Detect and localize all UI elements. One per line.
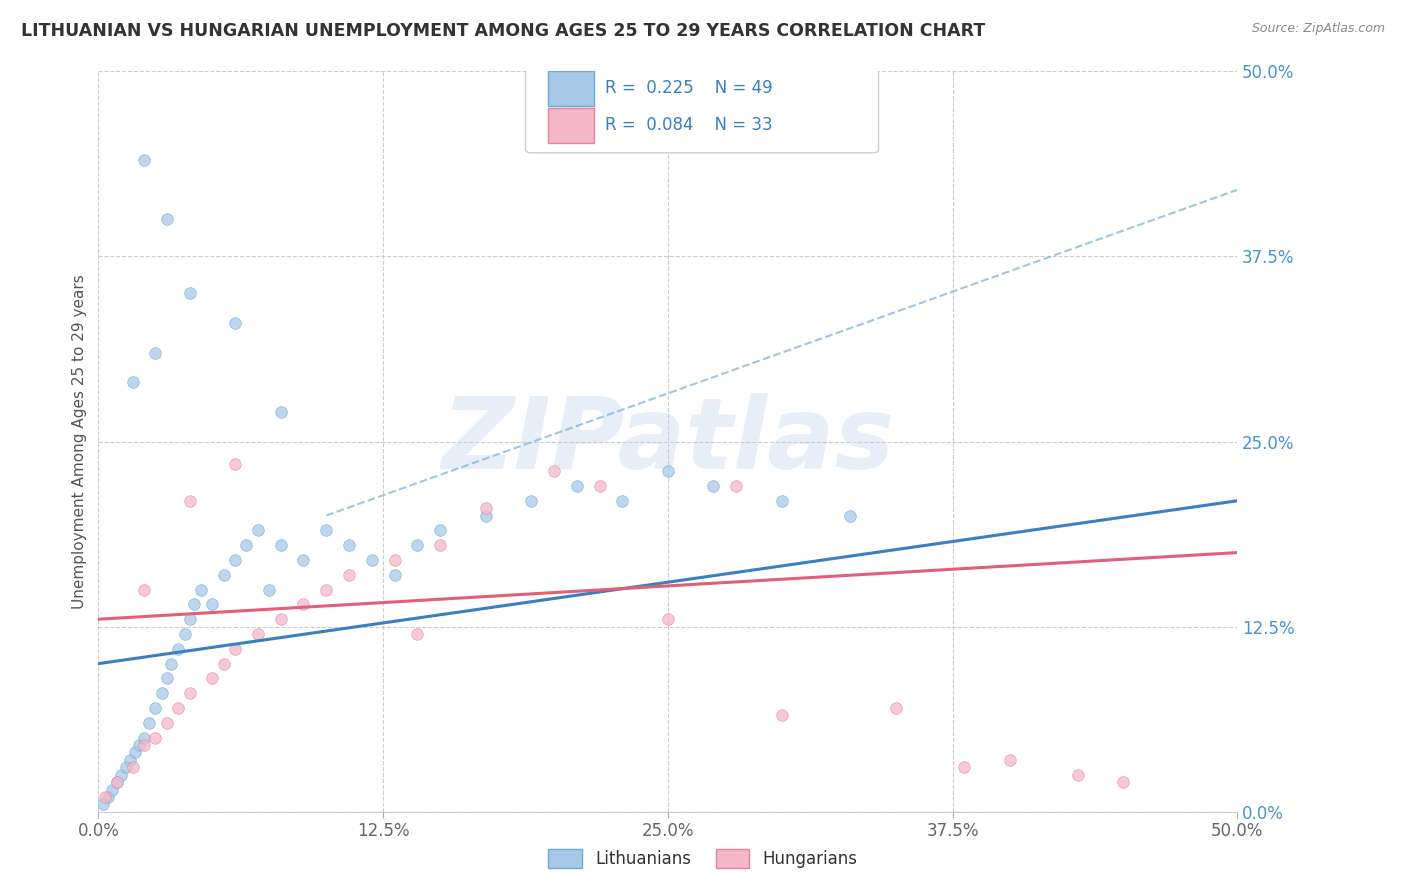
Point [212, 657, 235, 671]
Point [953, 760, 976, 774]
Point [406, 538, 429, 552]
Point [201, 672, 224, 686]
Text: R =  0.084    N = 33: R = 0.084 N = 33 [605, 117, 773, 135]
Point [246, 524, 269, 538]
Y-axis label: Unemployment Among Ages 25 to 29 years: Unemployment Among Ages 25 to 29 years [72, 274, 87, 609]
Point [174, 627, 197, 641]
Point [145, 731, 167, 745]
Point [224, 641, 246, 656]
Point [105, 775, 128, 789]
Point [132, 731, 155, 745]
Point [270, 612, 292, 626]
Point [360, 553, 382, 567]
Point [657, 612, 679, 626]
Point [429, 524, 451, 538]
Point [770, 708, 793, 723]
Point [145, 701, 167, 715]
Point [770, 493, 793, 508]
Point [101, 782, 124, 797]
Point [132, 582, 155, 597]
Point [114, 760, 136, 774]
Point [270, 538, 292, 552]
Point [224, 553, 246, 567]
Point [179, 612, 201, 626]
Point [657, 464, 679, 478]
Point [839, 508, 862, 523]
Point [167, 641, 190, 656]
Point [110, 767, 132, 781]
Point [884, 701, 907, 715]
Point [201, 598, 224, 612]
Legend: Lithuanians, Hungarians: Lithuanians, Hungarians [541, 842, 865, 875]
Point [270, 405, 292, 419]
Point [132, 738, 155, 752]
Point [315, 582, 337, 597]
Point [612, 493, 634, 508]
Text: ZIPatlas: ZIPatlas [441, 393, 894, 490]
Point [145, 345, 167, 359]
Point [292, 553, 315, 567]
Point [235, 538, 257, 552]
Point [474, 501, 496, 516]
Point [138, 715, 160, 730]
Point [179, 286, 201, 301]
Point [132, 153, 155, 168]
Point [337, 538, 360, 552]
Text: R =  0.225    N = 49: R = 0.225 N = 49 [605, 79, 773, 97]
Point [190, 582, 212, 597]
Point [128, 738, 150, 752]
Point [120, 753, 142, 767]
Point [259, 582, 281, 597]
Text: Source: ZipAtlas.com: Source: ZipAtlas.com [1251, 22, 1385, 36]
Point [1112, 775, 1135, 789]
Point [384, 567, 406, 582]
Point [160, 657, 183, 671]
Point [212, 567, 235, 582]
Point [1067, 767, 1090, 781]
Point [406, 627, 429, 641]
Point [121, 760, 143, 774]
Bar [548, 70, 593, 106]
Point [337, 567, 360, 582]
Point [91, 797, 114, 812]
Point [702, 479, 724, 493]
Point [94, 789, 117, 804]
Point [179, 686, 201, 700]
Point [224, 316, 246, 330]
Point [96, 789, 118, 804]
Point [998, 753, 1021, 767]
Point [725, 479, 748, 493]
Text: LITHUANIAN VS HUNGARIAN UNEMPLOYMENT AMONG AGES 25 TO 29 YEARS CORRELATION CHART: LITHUANIAN VS HUNGARIAN UNEMPLOYMENT AMO… [21, 22, 986, 40]
Point [520, 493, 543, 508]
Point [315, 524, 337, 538]
FancyBboxPatch shape [526, 61, 879, 153]
Point [565, 479, 588, 493]
Point [124, 746, 146, 760]
Point [429, 538, 451, 552]
Point [150, 686, 173, 700]
Point [179, 493, 201, 508]
Bar [548, 108, 593, 144]
Point [121, 376, 143, 390]
Point [246, 627, 269, 641]
Point [292, 598, 315, 612]
Point [167, 701, 190, 715]
Point [156, 672, 179, 686]
Point [224, 457, 246, 471]
Point [543, 464, 565, 478]
Point [588, 479, 610, 493]
Point [474, 508, 496, 523]
Point [183, 598, 205, 612]
Point [156, 212, 179, 227]
Point [384, 553, 406, 567]
Point [156, 715, 179, 730]
Point [105, 775, 128, 789]
